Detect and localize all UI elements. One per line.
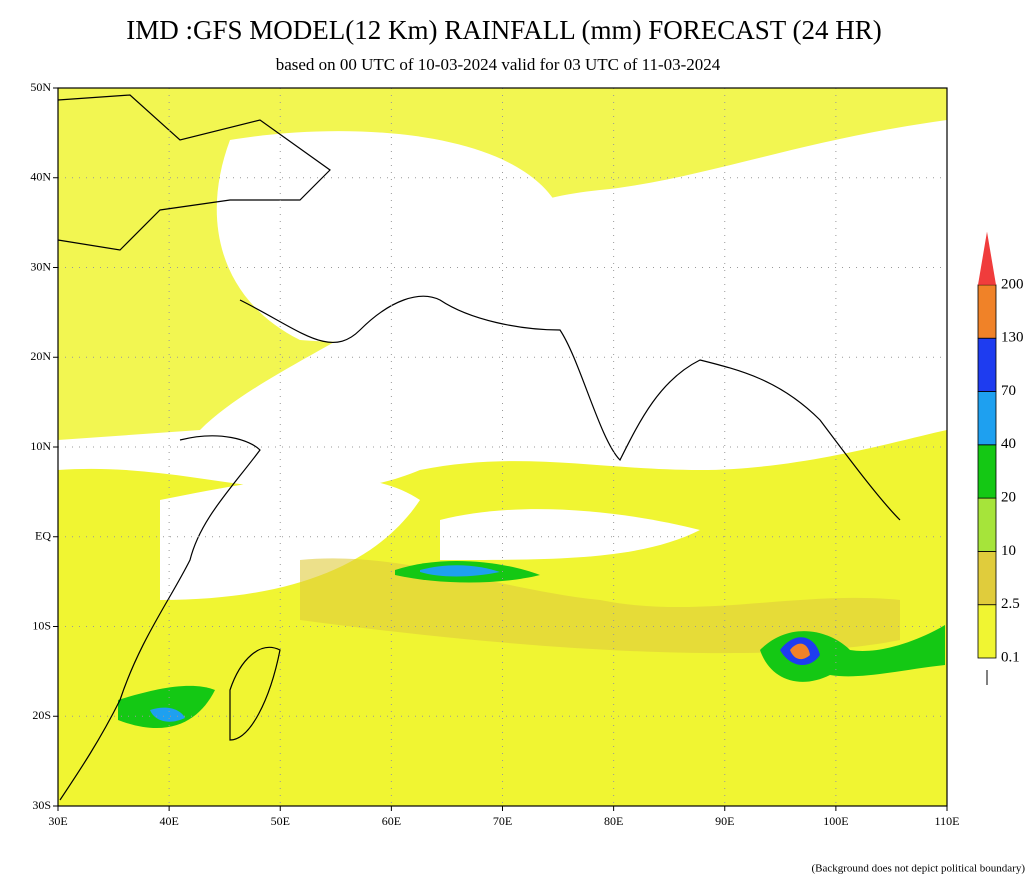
lat-label: 50N [30, 80, 51, 94]
map-frame [57, 87, 948, 807]
legend-box [977, 444, 997, 499]
lat-label: EQ [35, 529, 51, 543]
legend: 0.1 2.5 10 20 40 70 130 200 [977, 231, 1024, 665]
legend-label: 0.1 [1001, 649, 1020, 665]
legend-box [977, 497, 997, 552]
legend-label: 20 [1001, 490, 1016, 506]
lon-label: 50E [271, 814, 290, 828]
lat-label: 10N [30, 439, 51, 453]
footnote: (Background does not depict political bo… [811, 863, 1025, 875]
title: IMD :GFS MODEL(12 Km) RAINFALL (mm) FORE… [126, 15, 882, 45]
lon-label: 110E [935, 814, 960, 828]
legend-label: 10 [1001, 543, 1016, 559]
lat-label: 20S [32, 708, 51, 722]
legend-box [977, 284, 997, 339]
subtitle: based on 00 UTC of 10-03-2024 valid for … [276, 55, 721, 74]
lat-label: 30S [32, 798, 51, 812]
legend-box [977, 391, 997, 446]
lon-label: 30E [48, 814, 67, 828]
legend-box [977, 551, 997, 606]
legend-box [977, 604, 997, 659]
lat-label: 20N [30, 349, 51, 363]
lon-label: 100E [823, 814, 848, 828]
legend-arrow [978, 231, 996, 285]
grid: 50N 40N 30N 20N 10N EQ 10S 20S 30S 30E 40E 50E 60E 70… [30, 80, 959, 828]
legend-label: 200 [1001, 276, 1024, 292]
lat-label: 40N [30, 170, 51, 184]
lon-label: 60E [382, 814, 401, 828]
legend-label: 130 [1001, 330, 1024, 346]
lon-label: 70E [493, 814, 512, 828]
lat-label: 10S [32, 618, 51, 632]
legend-label: 2.5 [1001, 596, 1020, 612]
lon-label: 90E [715, 814, 734, 828]
legend-box [977, 337, 997, 392]
legend-label: 40 [1001, 436, 1016, 452]
lat-label: 30N [30, 259, 51, 273]
lon-label: 40E [159, 814, 178, 828]
legend-label: 70 [1001, 383, 1016, 399]
lon-label: 80E [604, 814, 623, 828]
